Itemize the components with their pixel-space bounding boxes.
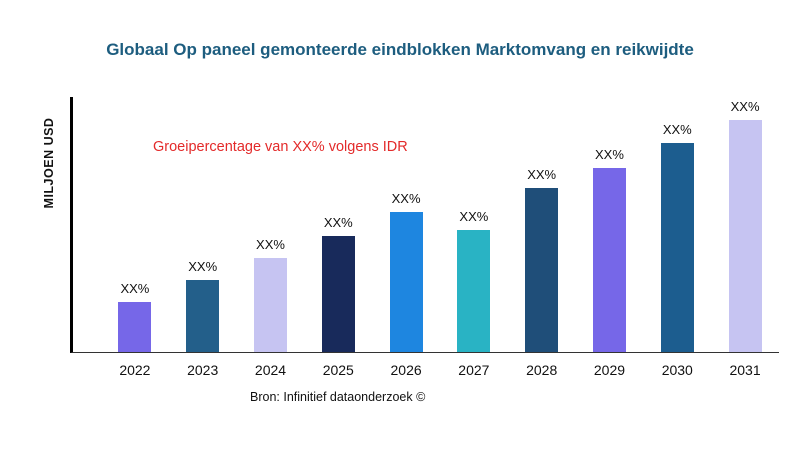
bar[interactable] (457, 230, 491, 352)
x-tick-label: 2023 (187, 362, 219, 378)
x-tick-label: 2022 (119, 362, 151, 378)
x-tick-label: 2027 (458, 362, 490, 378)
x-tick-label: 2030 (661, 362, 693, 378)
bar-value-label: XX% (256, 237, 285, 252)
bar-group: XX% 2025 (304, 97, 372, 378)
x-tick-label: 2025 (322, 362, 354, 378)
bar-value-label: XX% (730, 99, 760, 114)
bar[interactable] (253, 258, 287, 352)
bar[interactable] (389, 212, 423, 352)
bar-value-label: XX% (459, 209, 489, 224)
bar-group: XX% 2026 (372, 97, 440, 378)
bar-value-label: XX% (391, 191, 421, 206)
x-tick-label: 2026 (390, 362, 422, 378)
bar[interactable] (660, 143, 694, 352)
bar[interactable] (118, 302, 152, 352)
bar-group: XX% 2023 (169, 97, 237, 378)
x-tick-label: 2029 (593, 362, 626, 378)
bar-value-label: XX% (120, 281, 150, 296)
bar-value-label: XX% (527, 167, 557, 182)
source-caption: Bron: Infinitief dataonderzoek © (250, 390, 426, 404)
x-tick-label: 2024 (254, 362, 287, 378)
bar-group: XX% 2028 (508, 97, 576, 378)
bars-container: XX% 2022 XX% 2023 XX% 2024 XX% 2025 XX% … (73, 97, 779, 378)
bar-group: XX% 2027 (440, 97, 508, 378)
bar[interactable] (592, 168, 626, 352)
growth-annotation: Groeipercentage van XX% volgens IDR (153, 139, 408, 155)
plot-area: Groeipercentage van XX% volgens IDR XX% … (70, 97, 779, 378)
bar-value-label: XX% (662, 122, 692, 137)
bar-value-label: XX% (188, 259, 218, 274)
bar-group: XX% 2031 (711, 97, 779, 378)
x-tick-label: 2031 (729, 362, 761, 378)
y-axis-label: MILJOEN USD (42, 117, 56, 209)
bar[interactable] (321, 236, 355, 352)
bar-group: XX% 2029 (576, 97, 644, 378)
bar-group: XX% 2022 (101, 97, 169, 378)
bar-group: XX% 2024 (237, 97, 305, 378)
x-tick-label: 2028 (526, 362, 558, 378)
bar[interactable] (186, 280, 220, 352)
bar-value-label: XX% (595, 147, 624, 162)
bar[interactable] (728, 120, 762, 352)
bar[interactable] (525, 188, 559, 352)
chart-title: Globaal Op paneel gemonteerde eindblokke… (106, 40, 694, 59)
bar-group: XX% 2030 (643, 97, 711, 378)
bar-value-label: XX% (323, 215, 353, 230)
